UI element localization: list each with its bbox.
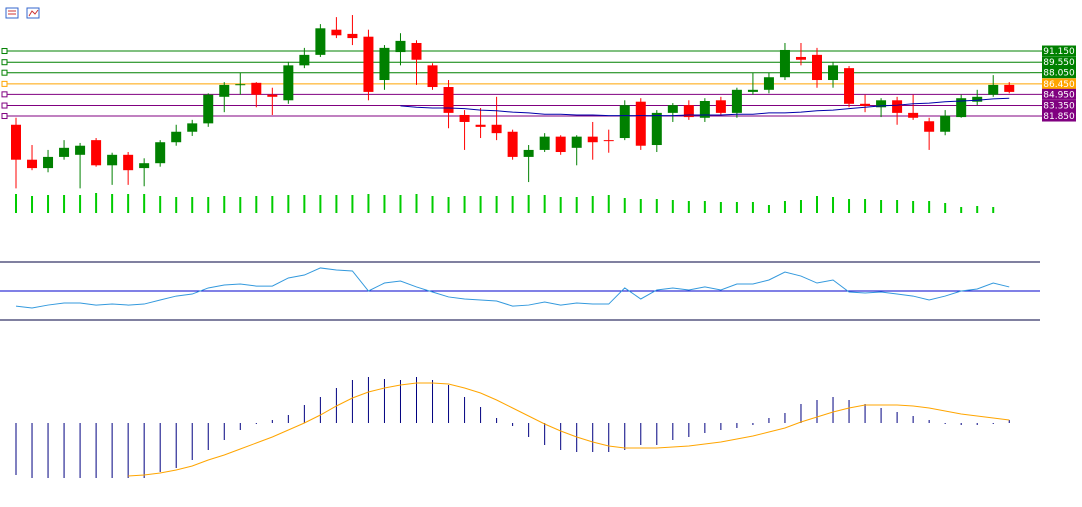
toolbar-icons — [5, 7, 40, 19]
candle-body — [539, 136, 550, 150]
candle-body — [587, 136, 598, 143]
level-handle — [1, 102, 8, 109]
candle-body — [139, 163, 150, 169]
candle-body — [731, 89, 742, 113]
candle-body — [235, 84, 246, 86]
candle-body — [379, 47, 390, 81]
candle-body — [667, 105, 678, 113]
candle-body — [828, 65, 839, 81]
candle-body — [395, 40, 406, 53]
candle-body — [459, 114, 470, 122]
candle-body — [924, 121, 935, 132]
level-label-box — [1042, 45, 1076, 57]
level-label-box — [1042, 78, 1076, 90]
level-label: 83.350 — [1043, 102, 1075, 112]
candle-body — [155, 142, 166, 164]
candle-body — [315, 28, 326, 55]
candle-body — [747, 89, 758, 92]
candle-body — [491, 124, 502, 134]
candle-body — [972, 96, 983, 102]
candle-body — [860, 103, 871, 106]
candle-body — [555, 136, 566, 153]
candle-body — [619, 105, 630, 139]
level-handle — [1, 80, 8, 87]
candle-body — [763, 77, 774, 90]
candle-body — [892, 100, 903, 113]
icon-line — [28, 9, 39, 17]
candle-body — [715, 100, 726, 113]
candle-body — [812, 54, 822, 81]
level-label-box — [1042, 67, 1076, 79]
level-handle — [1, 91, 8, 98]
candle-body — [123, 154, 134, 171]
candle-body — [908, 112, 919, 118]
candle-body — [251, 82, 262, 95]
candle-body — [844, 68, 855, 104]
candle-body — [107, 154, 118, 166]
candle-body — [91, 140, 102, 166]
candle-body — [571, 136, 582, 148]
icon-chart[interactable] — [26, 7, 40, 19]
level-label: 81.850 — [1043, 112, 1075, 122]
candle-body — [11, 124, 21, 160]
level-handle — [1, 113, 8, 120]
level-label: 91.150 — [1043, 47, 1075, 57]
candle-body — [635, 101, 646, 146]
candle-body — [876, 100, 887, 108]
rsi-line — [15, 267, 1010, 309]
level-label: 86.450 — [1043, 80, 1075, 90]
signal-line — [128, 382, 1010, 477]
candle-body — [283, 65, 294, 101]
level-label: 84.950 — [1043, 90, 1075, 100]
candle-body — [795, 56, 806, 60]
candle-body — [427, 65, 438, 88]
candle-body — [331, 29, 342, 36]
candle-body — [299, 54, 310, 66]
candle-body — [203, 94, 214, 124]
candle-body — [699, 100, 710, 118]
candle-body — [59, 147, 70, 157]
level-handle — [1, 69, 8, 76]
level-label: 88.050 — [1043, 69, 1075, 79]
candle-body — [171, 131, 182, 143]
level-label: 89.550 — [1043, 58, 1075, 68]
icon-list[interactable] — [5, 7, 19, 19]
candle-body — [363, 36, 374, 92]
candle-body — [267, 94, 278, 97]
level-label-box — [1042, 56, 1076, 68]
candle-body — [507, 131, 518, 157]
candle-body — [75, 145, 86, 155]
candle-body — [683, 105, 694, 118]
candle-body — [940, 115, 951, 132]
moving-average — [400, 97, 1010, 117]
level-label-box — [1042, 110, 1076, 122]
candle-body — [411, 42, 422, 60]
candle-body — [187, 123, 198, 132]
candle-body — [523, 149, 534, 157]
candle-body — [219, 84, 230, 97]
candle-body — [443, 87, 454, 113]
level-label-box — [1042, 100, 1076, 112]
candle-body — [988, 84, 999, 95]
candle-body — [956, 98, 967, 118]
candle-body — [1004, 84, 1015, 92]
candle-body — [651, 112, 662, 146]
level-label-box — [1042, 88, 1076, 100]
candle-body — [475, 124, 486, 127]
candle-body — [779, 49, 790, 78]
candle-body — [603, 140, 614, 142]
level-handle — [1, 48, 8, 55]
level-handle — [1, 59, 8, 66]
candle-body — [347, 33, 358, 39]
candle-body — [27, 159, 38, 169]
candle-body — [43, 156, 54, 169]
